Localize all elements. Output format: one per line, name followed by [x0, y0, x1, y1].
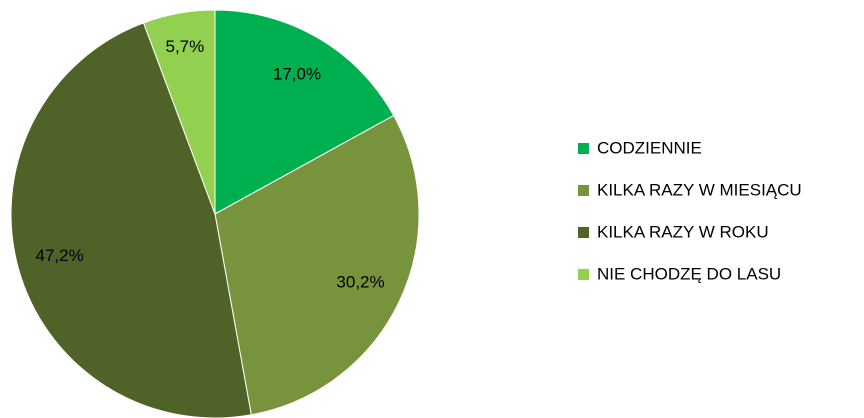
- data-label: 5,7%: [165, 37, 204, 56]
- pie-slice: [10, 22, 252, 418]
- legend-swatch: [578, 269, 589, 280]
- pie-slice: [214, 9, 395, 215]
- pie-slice: [214, 114, 420, 416]
- legend-label: KILKA RAZY W ROKU: [597, 222, 769, 241]
- pie-slice: [142, 9, 216, 215]
- legend-label: KILKA RAZY W MIESIĄCU: [597, 180, 802, 199]
- legend-swatch: [578, 143, 589, 154]
- data-label: 17,0%: [273, 65, 321, 84]
- legend-swatch: [578, 185, 589, 196]
- data-label: 47,2%: [36, 246, 84, 265]
- data-label: 30,2%: [336, 273, 384, 292]
- legend-label: NIE CHODZĘ DO LASU: [597, 264, 781, 283]
- legend-label: CODZIENNIE: [597, 138, 702, 157]
- legend-swatch: [578, 227, 589, 238]
